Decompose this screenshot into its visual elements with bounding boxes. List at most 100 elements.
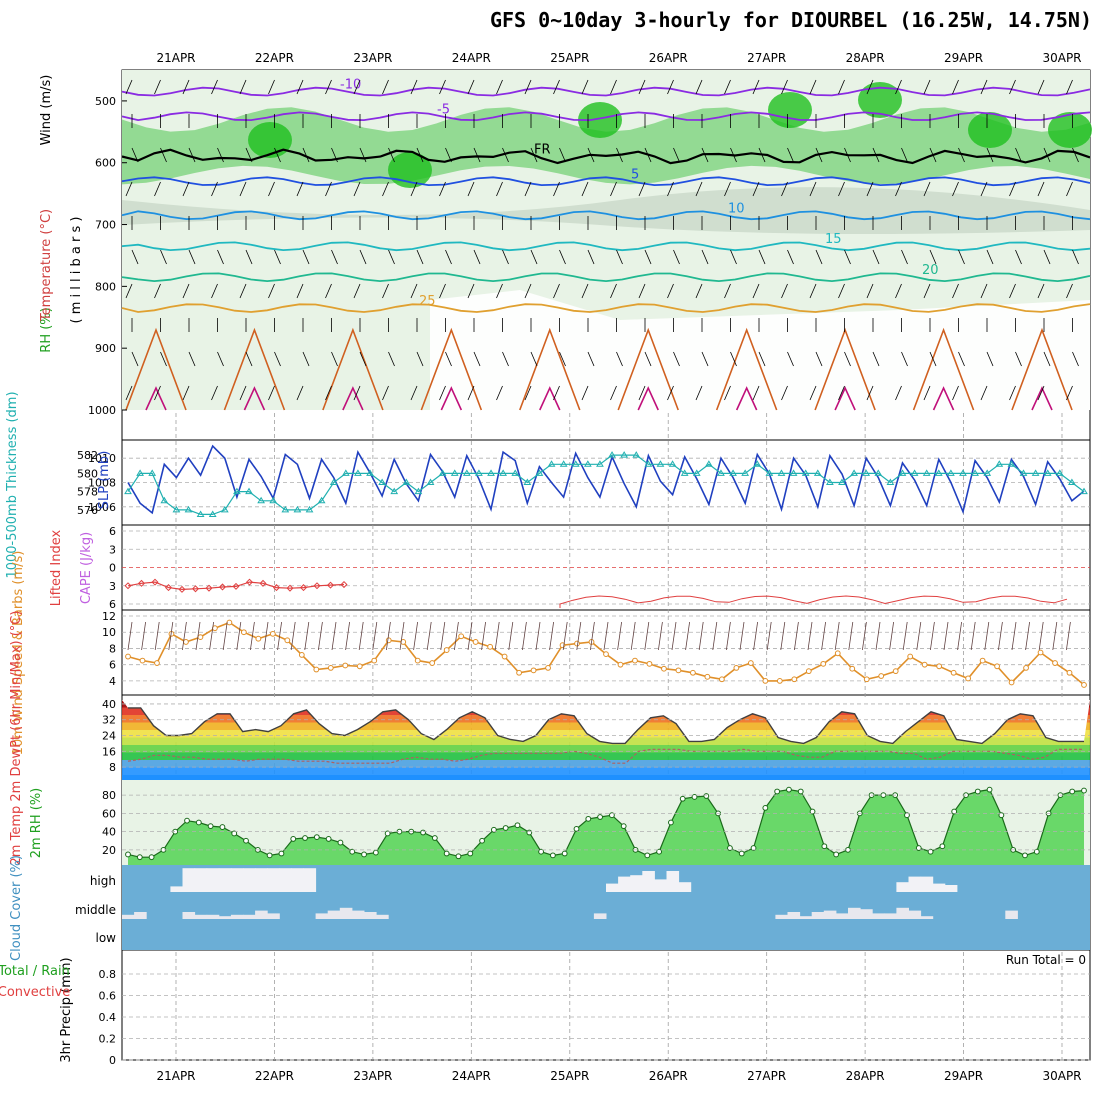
wind-point bbox=[834, 650, 841, 657]
wind-barb bbox=[274, 351, 281, 367]
date-label-bottom: 27APR bbox=[747, 1069, 786, 1083]
wind-barb bbox=[781, 283, 788, 299]
thickness-point bbox=[644, 460, 653, 467]
wind-barb bbox=[866, 79, 874, 95]
thickness-point bbox=[378, 478, 387, 485]
wind-point bbox=[776, 677, 783, 684]
wind-barb bbox=[131, 249, 139, 265]
rh2m-point bbox=[490, 826, 497, 833]
rh2m-point bbox=[668, 819, 674, 826]
wind-barb bbox=[325, 283, 332, 299]
wind-barb bbox=[268, 385, 275, 401]
wind-point bbox=[704, 673, 711, 680]
li-tick: 3 bbox=[109, 543, 116, 556]
thickness-point bbox=[523, 478, 532, 485]
wind-point bbox=[458, 633, 465, 640]
rh2m-point bbox=[986, 786, 993, 793]
wind-barb bbox=[1009, 283, 1016, 299]
cloud-mid-bar bbox=[787, 912, 801, 919]
chart-title: GFS 0~10day 3-hourly for DIOURBEL (16.25… bbox=[489, 8, 1092, 32]
wind-point bbox=[1008, 679, 1015, 686]
date-label-top: 28APR bbox=[846, 51, 885, 65]
wind-barb bbox=[410, 385, 418, 401]
pressure-tick: 600 bbox=[95, 157, 116, 170]
wind10m-barb bbox=[1052, 621, 1058, 651]
wind-barb bbox=[296, 181, 304, 197]
wind-point bbox=[747, 660, 754, 666]
li-point bbox=[178, 585, 186, 593]
wind-barb bbox=[125, 385, 133, 401]
slp-tick: 1006 bbox=[88, 501, 116, 514]
thickness-point bbox=[959, 469, 967, 476]
wind-barb bbox=[781, 385, 788, 401]
wind-barb bbox=[952, 385, 959, 401]
cloud-high-bar bbox=[678, 882, 692, 892]
wind-point bbox=[718, 676, 725, 683]
temp-tick: 40 bbox=[102, 698, 116, 711]
cloud-high-bar bbox=[170, 886, 183, 892]
cloud-high-bar bbox=[267, 868, 280, 892]
wind-barb bbox=[673, 147, 680, 163]
wind-barb bbox=[530, 147, 538, 163]
wind-barb bbox=[838, 181, 845, 197]
rh2m-point bbox=[467, 850, 474, 857]
thickness-point bbox=[414, 487, 423, 495]
wind-barb bbox=[838, 283, 845, 299]
rh2m-tick: 80 bbox=[102, 789, 116, 802]
wind-barb bbox=[1043, 249, 1051, 265]
wind10m-barb bbox=[848, 621, 854, 651]
wind10m-barb bbox=[386, 621, 391, 651]
wind-barb bbox=[296, 79, 304, 95]
wind-barb bbox=[416, 147, 424, 163]
wind-barb bbox=[439, 181, 446, 197]
rh2m-point bbox=[786, 786, 792, 793]
wind10m-barb bbox=[685, 621, 690, 651]
cloud-ylabel: Cloud Cover (%) bbox=[9, 855, 24, 961]
date-label-bottom: 22APR bbox=[255, 1069, 294, 1083]
wind-barb bbox=[844, 147, 851, 163]
wind10m-barb bbox=[821, 621, 826, 651]
thickness-point bbox=[850, 469, 858, 476]
wind-barb bbox=[787, 351, 794, 367]
li-point bbox=[191, 585, 200, 593]
thickness-point bbox=[293, 505, 302, 513]
wind10m-barb bbox=[590, 621, 595, 651]
rh2m-point bbox=[372, 849, 379, 856]
wind-point bbox=[675, 667, 682, 674]
thickness-tick: 582 bbox=[77, 449, 98, 462]
wind10m-barb bbox=[154, 621, 160, 651]
wind-barb bbox=[638, 283, 646, 299]
thickness-point bbox=[317, 496, 326, 504]
isotherm-label: 5 bbox=[631, 167, 639, 182]
precip-tick: 0.2 bbox=[99, 1033, 117, 1046]
wind-barb bbox=[895, 385, 902, 401]
surface-contour bbox=[912, 327, 975, 411]
rh2m-point bbox=[443, 850, 450, 857]
wind-point bbox=[661, 665, 667, 672]
wind-point bbox=[342, 662, 349, 669]
isotherm-20 bbox=[121, 272, 1091, 283]
rh2m-point bbox=[431, 835, 438, 841]
wind-point bbox=[414, 657, 421, 664]
thickness-point bbox=[971, 469, 979, 476]
rh2m-point bbox=[585, 815, 592, 822]
rh2m-tick: 40 bbox=[102, 826, 116, 839]
thickness-point bbox=[281, 505, 290, 513]
isotherm-label: -5 bbox=[437, 102, 450, 117]
wind10m-barb bbox=[426, 621, 432, 651]
wind-barb bbox=[182, 79, 190, 95]
thickness-point bbox=[1043, 469, 1052, 476]
rh2m-point bbox=[573, 825, 580, 832]
wind-barb bbox=[752, 385, 760, 401]
wind-point bbox=[762, 677, 769, 684]
li-point bbox=[232, 582, 240, 590]
thickness-point bbox=[354, 469, 362, 476]
wind-barb bbox=[701, 249, 709, 265]
rh2m-point bbox=[656, 848, 663, 855]
thickness-point bbox=[825, 478, 834, 485]
rh2m-point bbox=[325, 836, 332, 842]
date-label-bottom: 25APR bbox=[550, 1069, 589, 1083]
slp-ylabel: SLP (mb) bbox=[97, 451, 112, 510]
rh-band-mid bbox=[122, 187, 1090, 234]
